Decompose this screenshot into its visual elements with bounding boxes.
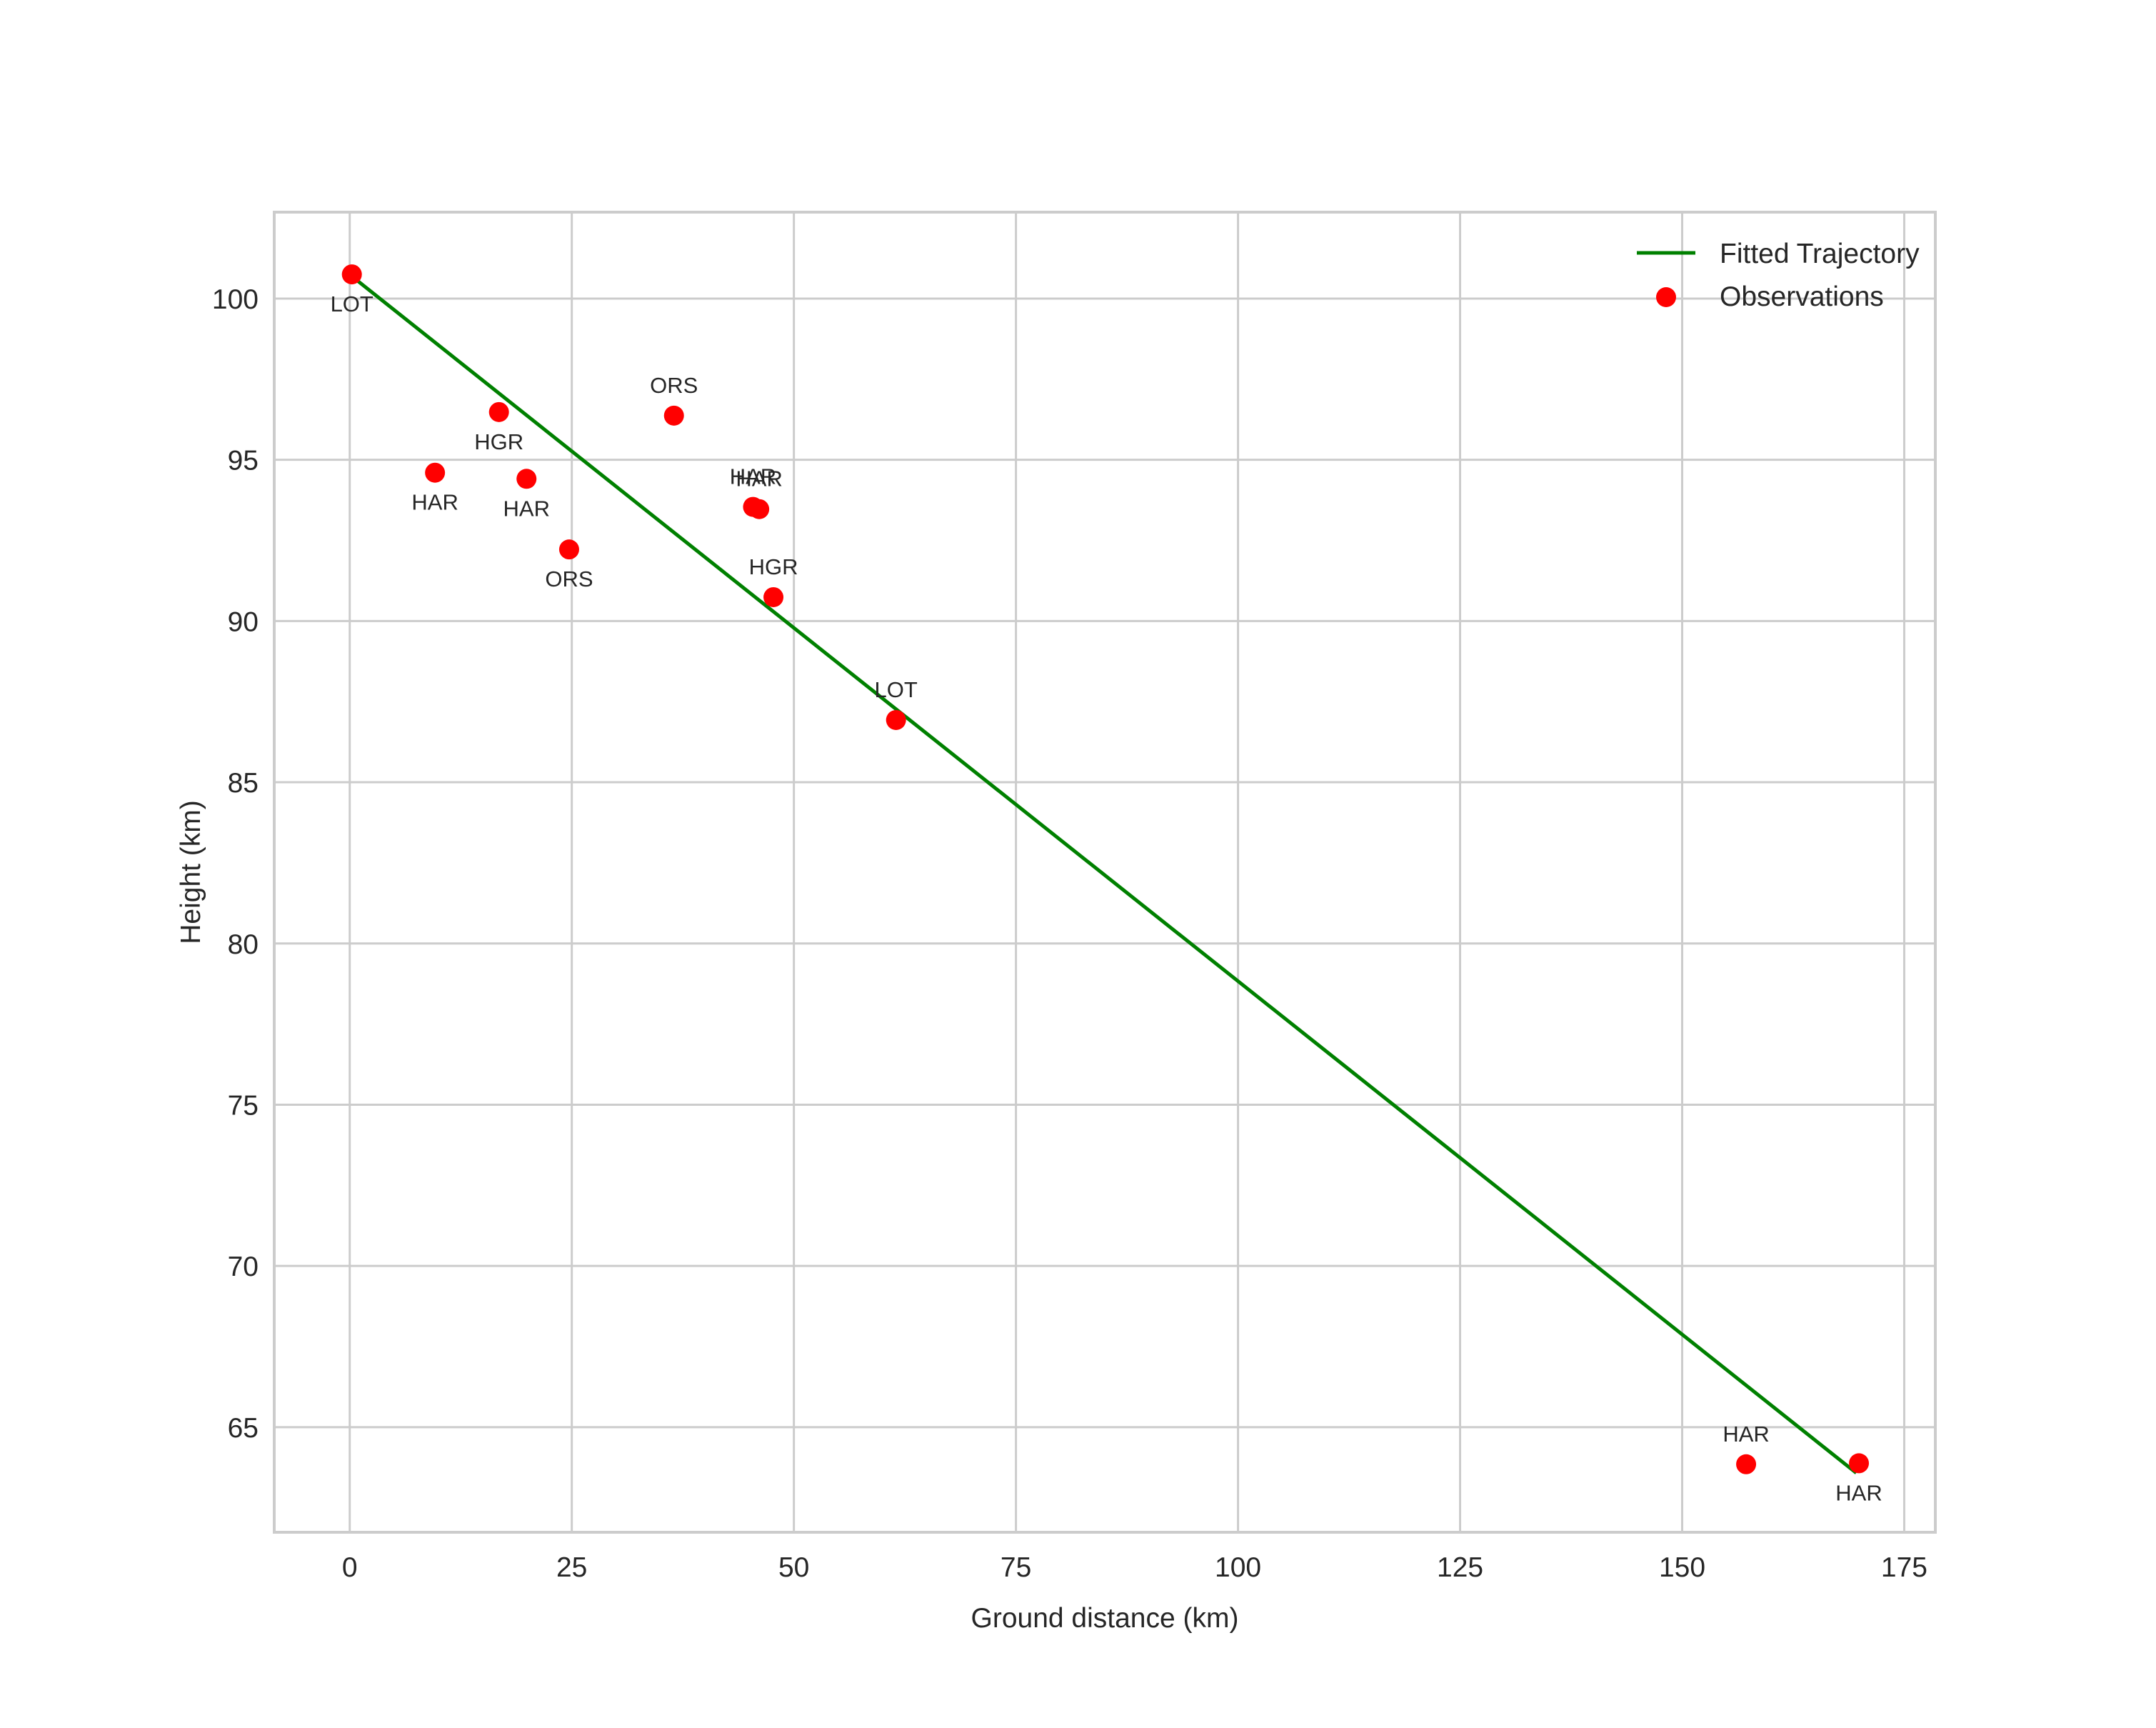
observation-point	[763, 586, 784, 607]
observation-point	[425, 462, 446, 483]
y-tick-label: 65	[228, 1413, 259, 1444]
station-label: HGR	[474, 429, 523, 454]
y-tick-label: 95	[228, 446, 259, 476]
x-tick-label: 50	[778, 1552, 809, 1583]
axes-frame	[273, 211, 1937, 1534]
x-axis-ticks: 0 25 50 75 100 125 150 175	[342, 1552, 1927, 1583]
observation-point	[886, 709, 906, 730]
station-label: ORS	[545, 566, 593, 591]
observation-point	[341, 264, 362, 285]
station-label: HAR	[503, 496, 550, 521]
legend: Fitted Trajectory Observations	[1637, 239, 1920, 312]
observation-point	[1849, 1453, 1870, 1474]
station-label: LOT	[875, 677, 918, 702]
fitted-trajectory-line	[350, 274, 1857, 1474]
station-label: ORS	[650, 373, 698, 398]
observation-point	[516, 469, 537, 489]
observation-point	[488, 401, 509, 422]
y-tick-label: 85	[228, 768, 259, 799]
x-tick-label: 75	[1001, 1552, 1031, 1583]
x-tick-label: 0	[342, 1552, 358, 1583]
station-label: HAR	[411, 490, 458, 515]
legend-label: Fitted Trajectory	[1720, 239, 1920, 269]
x-tick-label: 125	[1437, 1552, 1483, 1583]
station-label: LOT	[331, 291, 373, 316]
legend-label: Observations	[1720, 281, 1884, 312]
y-tick-label: 100	[212, 284, 259, 315]
y-tick-label: 80	[228, 929, 259, 960]
x-tick-label: 100	[1215, 1552, 1261, 1583]
y-axis-ticks: 65 70 75 80 85 90 95 100	[212, 284, 259, 1444]
station-label: HGR	[749, 554, 798, 579]
observation-point	[663, 405, 684, 426]
y-tick-label: 70	[228, 1252, 259, 1282]
observation-point	[1736, 1454, 1757, 1474]
observation-point	[749, 499, 770, 519]
y-axis-label: Height (km)	[176, 800, 206, 944]
x-tick-label: 175	[1881, 1552, 1927, 1583]
station-label: HAR	[730, 464, 776, 489]
station-label: HAR	[1835, 1480, 1882, 1505]
observation-point	[558, 539, 579, 560]
station-label: HAR	[1723, 1422, 1769, 1447]
x-axis-label: Ground distance (km)	[971, 1603, 1239, 1634]
x-tick-label: 150	[1659, 1552, 1705, 1583]
legend-dot-icon	[1656, 287, 1676, 307]
y-tick-label: 75	[228, 1090, 259, 1121]
station-label: HAR	[736, 466, 782, 491]
x-tick-label: 25	[556, 1552, 587, 1583]
grid-lines	[274, 212, 1935, 1532]
y-tick-label: 90	[228, 606, 259, 637]
